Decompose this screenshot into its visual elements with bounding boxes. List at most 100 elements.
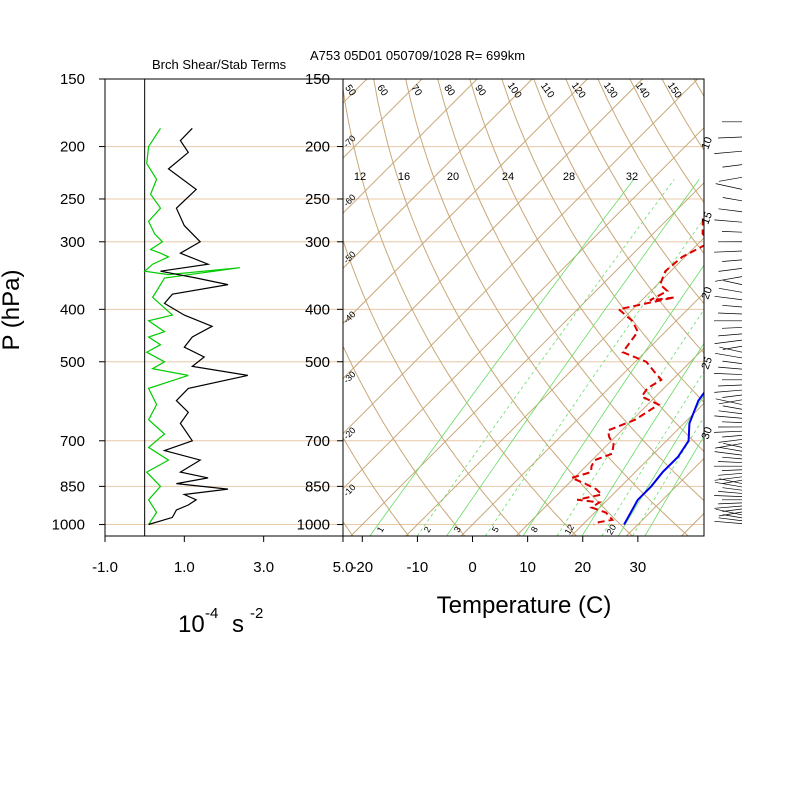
wind-barb: [718, 136, 743, 139]
mixing-ratio-bottom-label: 8: [529, 525, 540, 534]
wind-barb: [722, 434, 743, 438]
mixing-ratio-bottom-label: 2: [422, 525, 433, 534]
wind-barb: [718, 517, 743, 522]
mixing-ratio-top-label: 32: [626, 171, 638, 183]
wind-barb: [714, 476, 743, 481]
mixing-ratio-line: [632, 416, 704, 536]
wind-barb: [714, 150, 743, 154]
wind-side-label: 15: [700, 210, 715, 226]
left-x-axis-label: 10 -4 s -2: [178, 605, 263, 638]
mixing-ratio-line: [644, 435, 704, 536]
mixing-ratio-line: [485, 218, 704, 536]
dry-adiabat-line: [565, 79, 704, 305]
wind-barb: [718, 502, 743, 505]
wind-barb: [718, 176, 743, 182]
isotherm-line: [515, 347, 704, 536]
wind-side-label: 30: [700, 425, 715, 441]
wind-barb: [714, 520, 743, 524]
wind-side-label: 10: [700, 135, 715, 151]
dry-adiabat-line: [373, 79, 633, 536]
wind-barb: [714, 389, 743, 393]
wind-barb: [722, 259, 743, 262]
wind-barb: [718, 312, 743, 315]
x-label-unit: s: [232, 611, 244, 638]
right-y-tick-label: 1000: [297, 517, 330, 534]
wind-barb: [718, 446, 743, 452]
mixing-ratio-top-label: 12: [354, 171, 366, 183]
mixing-ratio-bottom-label: 20: [605, 523, 619, 537]
wind-barb: [714, 451, 743, 456]
wind-barb: [718, 333, 743, 337]
wind-side-label: 20: [700, 285, 715, 301]
wind-barb: [722, 360, 743, 364]
wind-barb: [718, 208, 743, 213]
right-panel-title: A753 05D01 050709/1028 R= 699km: [310, 48, 525, 63]
right-y-tick-label: 150: [305, 71, 330, 88]
dry-adiabat-line: [343, 436, 410, 536]
wind-barb: [721, 231, 743, 233]
isotherm-line: [343, 79, 533, 269]
dry-adiabat-line: [405, 79, 689, 536]
wind-barb: [718, 491, 743, 494]
isotherm-line: [626, 457, 704, 536]
right-x-tick-label: -10: [407, 559, 429, 576]
left-x-tick-label: -1.0: [92, 559, 118, 576]
wind-barb-column: 10 15 20 25 30: [700, 121, 743, 530]
mixing-ratio-line: [522, 264, 704, 536]
isotherm-line: [460, 292, 704, 536]
dry-adiabat-line: [597, 79, 704, 255]
right-y-tick-label: 850: [305, 478, 330, 495]
left-y-tick-label: 150: [60, 71, 85, 88]
right-y-tick-label: 300: [305, 234, 330, 251]
wind-barb: [714, 295, 743, 301]
temperature-profile-line: [623, 391, 704, 525]
dry-adiabat-line: [343, 345, 465, 536]
right-panel-frame: [342, 78, 705, 537]
mixing-ratio-line: [446, 179, 700, 536]
wind-side-label: 25: [700, 355, 715, 371]
right-y-tick-label: 700: [305, 433, 330, 450]
mixing-ratio-line: [369, 179, 635, 536]
isotherm-line: [343, 79, 478, 214]
dewpoint-profile-line: [568, 214, 704, 526]
wind-barb: [722, 487, 743, 491]
temperature-axis-label: Temperature (C): [437, 592, 612, 619]
right-x-tick-label: 0: [468, 559, 476, 576]
wind-barb: [714, 250, 743, 253]
x-label-unit-exponent: -2: [250, 605, 263, 622]
wind-barb: [722, 304, 743, 308]
wind-barb: [718, 439, 743, 443]
left-panel-title: Brch Shear/Stab Terms: [152, 57, 287, 72]
mixing-ratio-top-label: 20: [447, 171, 459, 183]
wind-barb: [714, 495, 743, 497]
wind-barb: [723, 442, 743, 448]
stab-term-line: [143, 127, 240, 525]
wind-barb: [722, 197, 743, 202]
right-x-tick-label: 10: [519, 559, 536, 576]
mixing-ratio-bottom-label: 3: [452, 525, 463, 534]
left-x-tick-label: 3.0: [253, 559, 274, 576]
left-y-tick-label: 250: [60, 191, 85, 208]
wind-barb: [719, 478, 743, 484]
wind-barb: [721, 469, 743, 471]
x-label-base: 10: [178, 611, 205, 638]
dry-adiabat-line: [533, 79, 704, 354]
left-y-tick-label: 700: [60, 433, 85, 450]
mixing-ratio-top-label: 24: [502, 171, 514, 183]
wind-barb: [722, 164, 743, 168]
wind-barb: [718, 384, 743, 387]
mixing-ratio-bottom-label: 12: [563, 523, 577, 537]
mixing-ratio-line: [581, 342, 704, 536]
wind-barb: [718, 461, 743, 463]
wind-barb: [715, 352, 743, 359]
left-panel-series: [143, 127, 248, 526]
isotherm-line: [343, 79, 423, 159]
wind-barb: [722, 405, 743, 410]
wind-barb: [722, 394, 743, 398]
shear-term-line: [148, 127, 248, 526]
isotherm-line: [343, 79, 698, 435]
wind-barb: [721, 327, 743, 329]
wind-barb: [715, 183, 743, 190]
